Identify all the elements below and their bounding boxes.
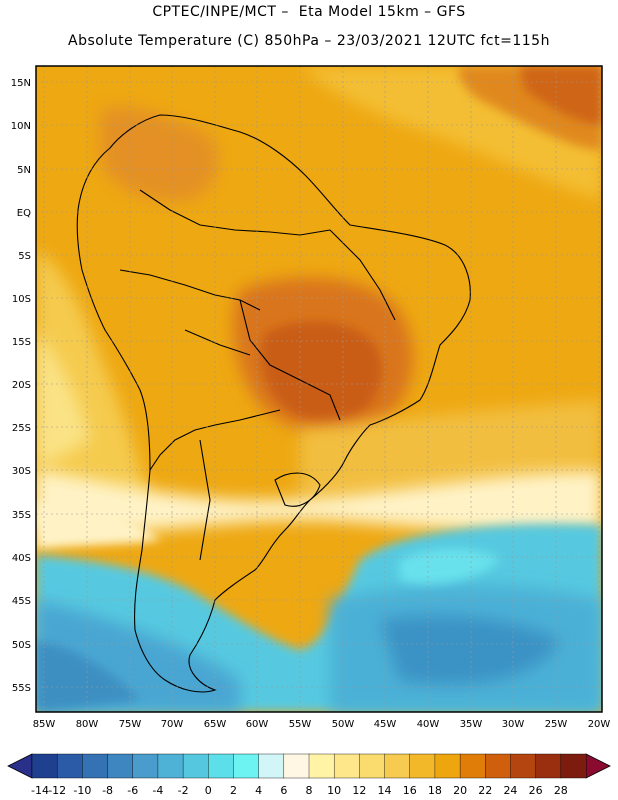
chart-title-line1: CPTEC/INPE/MCT – Eta Model 15km – GFS xyxy=(152,4,466,20)
lat-label: 25S xyxy=(12,423,31,434)
colorbar-swatch xyxy=(560,753,587,779)
lon-label: 30W xyxy=(502,719,525,730)
colorbar-label: -10 xyxy=(73,784,91,797)
colorbar-label: -8 xyxy=(102,784,113,797)
colorbar-swatch xyxy=(82,753,109,779)
colorbar-swatch xyxy=(157,753,184,779)
lon-label: 20W xyxy=(588,719,611,730)
lon-label: 60W xyxy=(246,719,269,730)
lon-label: 65W xyxy=(204,719,227,730)
colorbar-label: -14 xyxy=(31,784,49,797)
lat-label: EQ xyxy=(17,208,31,219)
colorbar-label: 14 xyxy=(378,784,392,797)
colorbar-swatch xyxy=(384,753,411,779)
colorbar-label: 24 xyxy=(503,784,517,797)
colorbar-swatch xyxy=(182,753,209,779)
lon-label: 80W xyxy=(76,719,99,730)
lon-label: 85W xyxy=(33,719,56,730)
colorbar-label: 28 xyxy=(554,784,568,797)
longitude-labels: 85W 80W 75W 70W 65W 60W 55W 50W 45W 40W … xyxy=(33,719,611,730)
colorbar-swatch xyxy=(31,753,58,779)
colorbar: -14 -12 -10 -8 -6 -4 -2 0 2 4 6 8 10 12 14 16 18 20 22 24 26… xyxy=(7,753,611,797)
colorbar-swatch xyxy=(510,753,537,779)
lat-label: 5S xyxy=(18,251,31,262)
lat-label: 10S xyxy=(12,294,31,305)
colorbar-swatch xyxy=(56,753,83,779)
colorbar-label: 12 xyxy=(352,784,366,797)
colorbar-swatch xyxy=(308,753,335,779)
colorbar-over-arrow xyxy=(585,753,611,779)
colorbar-label: 26 xyxy=(529,784,543,797)
lat-label: 15N xyxy=(11,78,31,89)
lon-label: 55W xyxy=(289,719,312,730)
lat-label: 55S xyxy=(12,683,31,694)
colorbar-label: 22 xyxy=(478,784,492,797)
colorbar-label: 2 xyxy=(230,784,237,797)
lon-label: 50W xyxy=(332,719,355,730)
colorbar-labels: -14 -12 -10 -8 -6 -4 -2 0 2 4 6 8 10 12 14 16 18 20 22 24 26… xyxy=(31,784,568,797)
colorbar-label: 10 xyxy=(327,784,341,797)
lat-label: 10N xyxy=(11,121,31,132)
colorbar-swatch xyxy=(333,753,360,779)
lat-label: 45S xyxy=(12,596,31,607)
colorbar-swatch xyxy=(233,753,260,779)
colorbar-swatch xyxy=(434,753,461,779)
lon-label: 25W xyxy=(545,719,568,730)
latitude-labels: 15N 10N 5N EQ 5S 10S 15S 20S 25S 30S 35S… xyxy=(11,78,31,694)
lon-label: 75W xyxy=(119,719,142,730)
lat-label: 40S xyxy=(12,553,31,564)
colorbar-label: 8 xyxy=(306,784,313,797)
colorbar-label: 0 xyxy=(205,784,212,797)
graticule xyxy=(36,66,602,712)
colorbar-swatch xyxy=(208,753,234,779)
lat-label: 20S xyxy=(12,380,31,391)
colorbar-under-arrow xyxy=(7,753,33,779)
colorbar-swatch xyxy=(409,753,436,779)
lat-label: 30S xyxy=(12,466,31,477)
lon-label: 70W xyxy=(161,719,184,730)
lon-label: 35W xyxy=(460,719,483,730)
colorbar-label: -12 xyxy=(48,784,66,797)
colorbar-label: -4 xyxy=(152,784,163,797)
lon-label: 40W xyxy=(417,719,440,730)
colorbar-swatch xyxy=(132,753,159,779)
chart-title-line2: Absolute Temperature (C) 850hPa – 23/03/… xyxy=(68,33,550,49)
lat-label: 35S xyxy=(12,510,31,521)
coastlines xyxy=(76,114,471,693)
colorbar-label: 20 xyxy=(453,784,467,797)
colorbar-label: 18 xyxy=(428,784,442,797)
colorbar-label: 16 xyxy=(403,784,417,797)
colorbar-swatch xyxy=(283,753,310,779)
colorbar-swatch xyxy=(535,753,562,779)
colorbar-swatch xyxy=(459,753,486,779)
colorbar-swatch xyxy=(258,753,285,779)
colorbar-swatch xyxy=(107,753,134,779)
colorbar-label: -2 xyxy=(178,784,189,797)
colorbar-swatch xyxy=(485,753,511,779)
colorbar-label: 4 xyxy=(255,784,262,797)
lat-label: 15S xyxy=(12,337,31,348)
temperature-field xyxy=(36,66,602,712)
colorbar-swatches xyxy=(31,753,587,779)
colorbar-label: -6 xyxy=(127,784,138,797)
colorbar-swatch xyxy=(359,753,386,779)
map-frame xyxy=(35,65,603,713)
lon-label: 45W xyxy=(374,719,397,730)
lat-label: 50S xyxy=(12,640,31,651)
lat-label: 5N xyxy=(17,165,31,176)
colorbar-label: 6 xyxy=(280,784,287,797)
